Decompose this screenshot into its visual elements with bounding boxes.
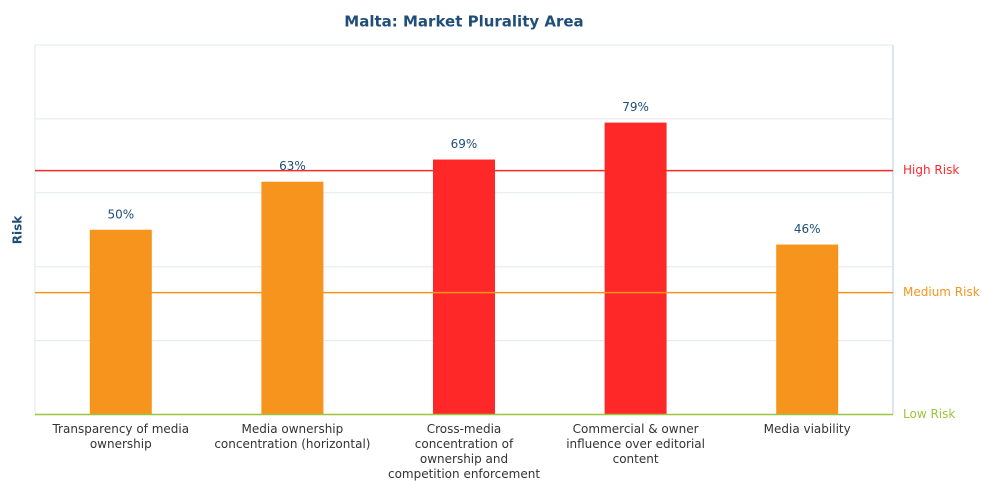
- threshold-label: High Risk: [903, 163, 959, 177]
- x-tick-label: Commercial & owner influence over editor…: [566, 422, 705, 466]
- value-label: 69%: [451, 137, 478, 151]
- x-tick-label: Media ownership concentration (horizonta…: [214, 422, 371, 451]
- value-label: 50%: [107, 207, 134, 221]
- bar: [604, 122, 667, 415]
- x-tick-label: Media viability: [763, 422, 851, 436]
- threshold-label: Medium Risk: [903, 285, 980, 299]
- x-tick-label: Cross-media concentration of ownership a…: [387, 422, 541, 481]
- x-tick-label: Transparency of media ownership: [52, 422, 190, 451]
- bar: [261, 181, 324, 415]
- value-label: 46%: [794, 222, 821, 236]
- bar: [776, 244, 839, 415]
- value-label: 79%: [622, 100, 649, 114]
- value-label: 63%: [279, 159, 306, 173]
- bar: [89, 229, 152, 415]
- threshold-label: Low Risk: [903, 407, 955, 421]
- bar: [433, 159, 495, 415]
- chart-title: Malta: Market Plurality Area: [344, 13, 583, 31]
- y-axis-label: Risk: [11, 215, 25, 244]
